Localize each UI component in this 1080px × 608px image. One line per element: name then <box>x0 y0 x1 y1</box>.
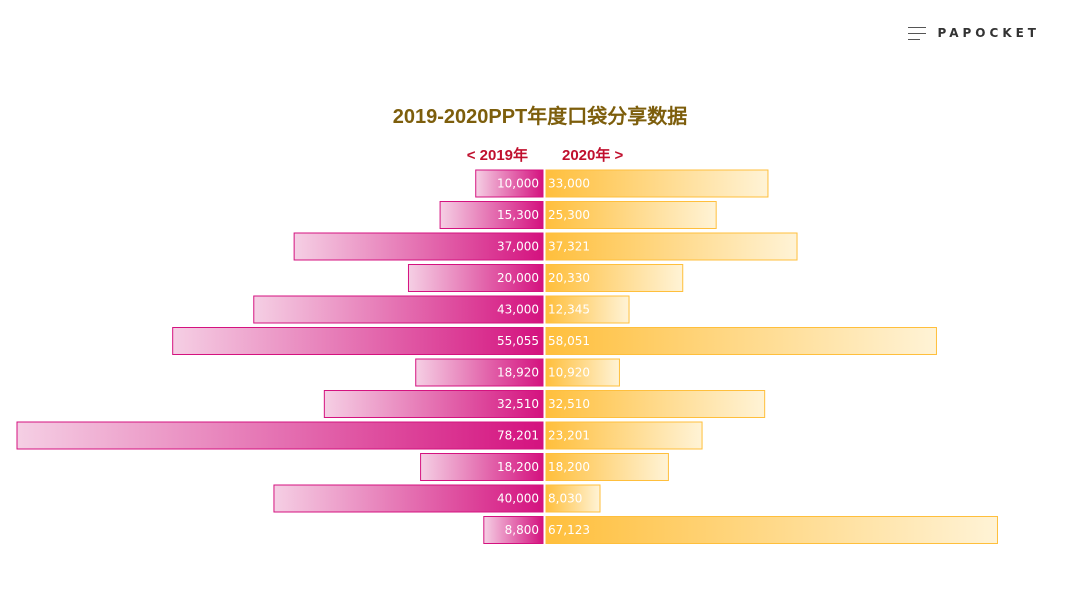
label-2020-12: 67,123 <box>548 523 590 537</box>
label-2019-12: 8,800 <box>505 523 539 537</box>
bar-2020-1 <box>545 169 769 198</box>
brand: PAPOCKET <box>907 26 1040 40</box>
bar-2019-4 <box>407 264 544 292</box>
label-2020-11: 8,030 <box>548 492 582 506</box>
label-2019-5: 43,000 <box>497 303 539 317</box>
bar-2019-7 <box>415 358 544 387</box>
label-2020-1: 33,000 <box>548 177 590 191</box>
bar-2020-7 <box>545 358 620 387</box>
label-2020-2: 25,300 <box>548 208 590 222</box>
bar-2020-5 <box>545 295 630 324</box>
bar-2019-1 <box>475 169 544 198</box>
bar-2019-10 <box>420 453 544 481</box>
bar-2019-2 <box>439 201 544 229</box>
label-2020-10: 18,200 <box>548 460 590 474</box>
label-2020-3: 37,321 <box>548 240 590 254</box>
bar-2020-4 <box>545 264 684 292</box>
label-2019-6: 55,055 <box>497 334 539 348</box>
label-2019-4: 20,000 <box>497 271 539 285</box>
bar-2020-12 <box>545 516 998 544</box>
label-2019-11: 40,000 <box>497 492 539 506</box>
bar-2020-10 <box>545 453 669 481</box>
label-2019-10: 18,200 <box>497 460 539 474</box>
legend-2020: 2020年 > <box>562 147 624 164</box>
bar-2019-9 <box>16 421 544 450</box>
legend-2019: < 2019年 <box>466 147 528 164</box>
label-2019-8: 32,510 <box>497 397 539 411</box>
bar-2019-3 <box>293 232 544 261</box>
chart-title: 2019-2020PPT年度口袋分享数据 <box>392 106 688 128</box>
label-2020-5: 12,345 <box>548 303 590 317</box>
bar-2020-8 <box>545 390 766 418</box>
bar-2019-12 <box>483 516 544 544</box>
bar-2019-5 <box>253 295 544 324</box>
label-2020-6: 58,051 <box>548 334 590 348</box>
bar-2020-9 <box>545 421 703 450</box>
label-2020-8: 32,510 <box>548 397 590 411</box>
label-2019-2: 15,300 <box>497 208 539 222</box>
menu-icon[interactable] <box>907 26 926 40</box>
bar-2020-2 <box>545 201 717 229</box>
bar-2020-11 <box>545 484 601 513</box>
label-2019-1: 10,000 <box>497 177 539 191</box>
label-2020-9: 23,201 <box>548 429 590 443</box>
label-2020-7: 10,920 <box>548 366 590 380</box>
bar-2020-6 <box>545 327 937 355</box>
label-2019-9: 78,201 <box>497 429 539 443</box>
bar-2019-6 <box>172 327 544 355</box>
brand-name: PAPOCKET <box>937 26 1040 40</box>
bar-2020-3 <box>545 232 798 261</box>
label-2019-3: 37,000 <box>497 240 539 254</box>
bar-2019-11 <box>273 484 544 513</box>
label-2019-7: 18,920 <box>497 366 539 380</box>
label-2020-4: 20,330 <box>548 271 590 285</box>
bar-2019-8 <box>323 390 544 418</box>
